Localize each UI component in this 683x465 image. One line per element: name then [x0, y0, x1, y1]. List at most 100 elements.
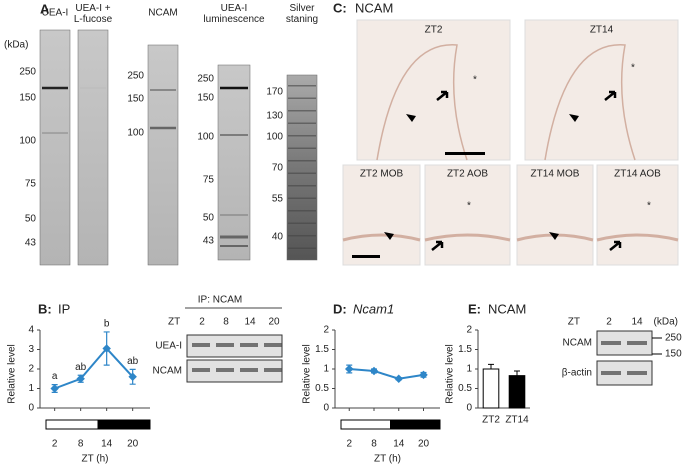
marker-label: 150	[19, 93, 36, 104]
image-label: ZT2 AOB	[447, 169, 488, 180]
gel-lane	[286, 74, 318, 261]
x-tick-label: 8	[78, 439, 84, 450]
band	[288, 110, 316, 112]
series-line	[54, 347, 134, 390]
y-axis-label: Relative level	[445, 344, 456, 403]
marker-label: 100	[127, 128, 144, 139]
unit-label: (kDa)	[654, 317, 678, 328]
image-label: ZT14 AOB	[614, 169, 661, 180]
band	[288, 247, 316, 249]
band	[240, 368, 258, 372]
image-label: ZT2 MOB	[360, 169, 404, 180]
row-label: β-actin	[562, 368, 592, 379]
blot-zt: ZT	[568, 317, 580, 328]
point	[102, 344, 111, 353]
marker-label: 50	[203, 213, 215, 224]
unit-label: (kDa)	[4, 40, 28, 51]
band	[264, 343, 282, 347]
panel-label: D:	[333, 301, 347, 316]
band	[288, 135, 316, 137]
band	[288, 147, 316, 149]
band	[216, 343, 234, 347]
band	[627, 371, 647, 375]
x-tick-label: 2	[52, 439, 58, 450]
y-tick-label: 0.5	[458, 383, 472, 394]
band	[288, 235, 316, 237]
lane-label: NCAM	[148, 8, 177, 19]
y-tick-label: 1	[28, 383, 34, 394]
annotation: a	[52, 371, 58, 382]
band	[264, 368, 282, 372]
bar	[508, 375, 526, 409]
marker-label: 150	[197, 93, 214, 104]
asterisk: *	[647, 201, 651, 212]
marker-label: 55	[272, 194, 284, 205]
image-label: ZT2	[425, 25, 443, 36]
x-tick-label: 2	[346, 439, 352, 450]
x-tick-label: 20	[418, 439, 430, 450]
blot-zt: ZT	[168, 317, 180, 328]
light-phase	[340, 419, 391, 430]
marker-label: 43	[25, 238, 37, 249]
gel-lane	[217, 64, 251, 261]
band	[220, 235, 248, 239]
lane-label: UEA-I + L-fucose	[74, 3, 113, 25]
x-tick-label: 14	[393, 439, 405, 450]
y-axis-label: Relative level	[7, 344, 18, 403]
row-label: NCAM	[153, 366, 182, 377]
marker-label: 170	[266, 87, 283, 98]
asterisk: *	[473, 75, 477, 86]
band	[42, 132, 68, 134]
arrowhead	[569, 114, 579, 122]
error-bar	[488, 363, 494, 369]
micrograph	[342, 164, 421, 266]
y-tick-label: 1	[466, 364, 472, 375]
y-tick-label: 0.5	[315, 383, 329, 394]
gel-lane	[39, 29, 71, 266]
marker-label: 150	[665, 349, 682, 360]
marker-label: 75	[203, 175, 215, 186]
image-label: ZT14	[590, 25, 614, 36]
tissue-outline	[596, 233, 679, 242]
micrograph	[524, 19, 679, 161]
y-tick-label: 2	[323, 325, 329, 336]
arrowhead	[406, 114, 416, 122]
y-tick-label: 0	[466, 403, 472, 414]
dark-phase	[390, 419, 441, 430]
band	[288, 197, 316, 199]
panel-label: E:	[468, 301, 481, 316]
band	[288, 185, 316, 187]
gel-lane	[77, 29, 109, 266]
band	[240, 343, 258, 347]
band	[150, 89, 176, 91]
point	[369, 366, 379, 376]
lane-label: 2	[199, 317, 205, 328]
dark-phase	[97, 419, 151, 430]
y-tick-label: 4	[28, 325, 34, 336]
asterisk: *	[467, 201, 471, 212]
micrograph	[516, 164, 594, 266]
blot-title: IP: NCAM	[198, 295, 242, 306]
lane-label: 20	[268, 317, 280, 328]
marker-label: 40	[272, 232, 284, 243]
y-tick-label: 1.5	[458, 344, 472, 355]
image-label: ZT14 MOB	[531, 169, 580, 180]
band	[627, 341, 647, 345]
band	[288, 210, 316, 212]
gel-lane	[147, 44, 179, 266]
marker-label: 100	[266, 132, 283, 143]
band	[80, 87, 106, 89]
marker-label: 43	[203, 236, 215, 247]
lane-label: 14	[244, 317, 256, 328]
marker-label: 250	[197, 74, 214, 85]
error-bar	[514, 370, 520, 376]
micrograph	[356, 19, 511, 161]
band	[288, 97, 316, 99]
arrow	[609, 240, 622, 251]
y-tick-label: 1	[323, 364, 329, 375]
asterisk: *	[631, 63, 635, 74]
lane-label: 14	[631, 317, 643, 328]
marker-label: 250	[127, 71, 144, 82]
lane-label: 8	[223, 317, 229, 328]
row-label: UEA-I	[155, 341, 182, 352]
